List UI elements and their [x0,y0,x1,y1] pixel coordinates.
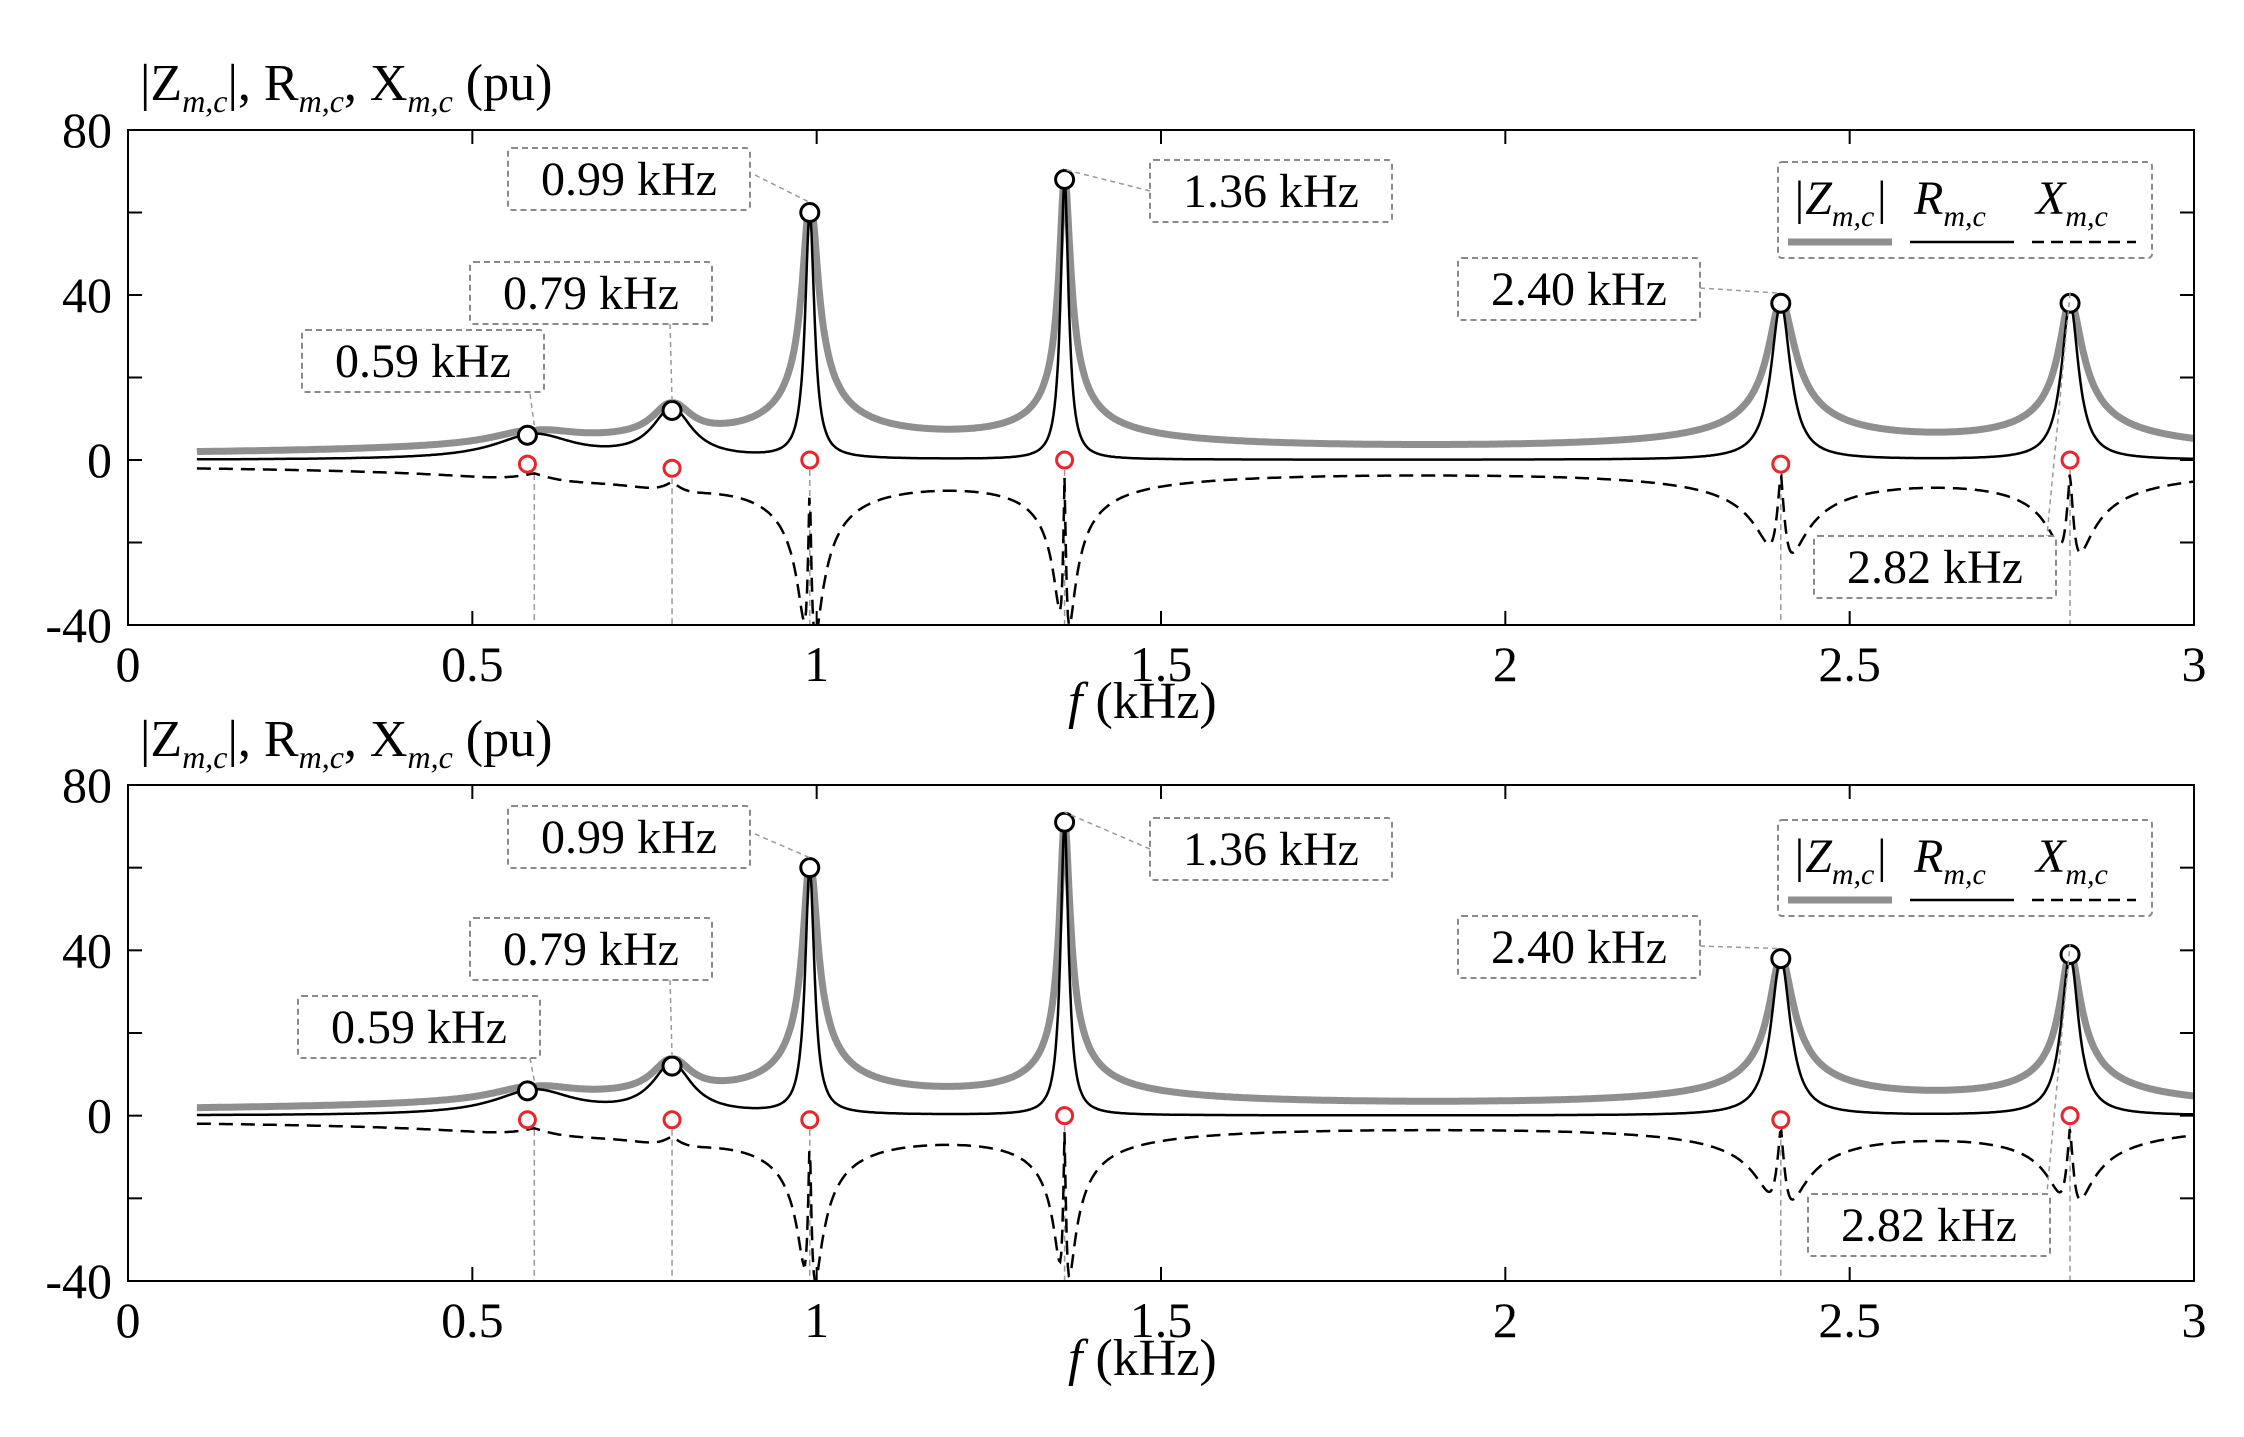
callout-box [1457,915,1701,979]
resonance-label: 0.59 kHz [331,1001,507,1054]
peak-marker [516,424,538,446]
callout-box [1807,1193,2051,1257]
resonance-label: 2.82 kHz [1841,1199,2017,1252]
callout-box [1813,535,2057,599]
callout-leader [2043,293,2071,568]
peak-marker [2059,943,2081,965]
zero-crossing-marker [800,450,820,470]
x-tick-label: 1 [804,636,829,692]
zero-crossing-marker [662,1110,682,1130]
y-tick-label: -40 [45,597,112,653]
resonance-label: 2.40 kHz [1491,921,1667,974]
callout-leader [1699,287,1781,294]
y-axis-title: |Zm,c|, Rm,c, Xm,c (pu) [140,711,552,775]
x-tick-label: 3 [2182,1292,2207,1348]
peak-marker [516,1080,538,1102]
callout-leader [529,393,536,426]
legend-label: Xm,c [2034,172,2108,233]
zero-crossing-marker [662,458,682,478]
y-tick-label: 80 [62,102,112,158]
y-tick-label: 40 [62,922,112,978]
x-tick-label: 0.5 [441,1292,504,1348]
callout-box [1149,817,1393,881]
peak-marker [661,400,683,421]
y-tick-label: 80 [62,757,112,813]
callout-box [1149,159,1393,223]
y-tick-label: 0 [87,432,112,488]
callout-leader [754,174,811,204]
peak-marker [799,202,821,223]
callout-box [507,805,751,869]
x-tick-label: 2.5 [1818,1292,1881,1348]
x-tick-label: 0 [116,636,141,692]
bottom-panel: |Zm,c|, Rm,c, Xm,c (pu) 0.59 kHz 0.79 kHz… [45,711,2206,1387]
callout-box [1457,257,1701,321]
legend-label: |Zm,c| [1792,830,1888,891]
x-tick-label: 1.5 [1130,636,1193,692]
series-line-xmc [196,1122,2194,1281]
x-tick-label: 3 [2182,636,2207,692]
peak-marker [1054,169,1076,190]
callout-leader [529,1057,536,1082]
series-line-xmc [196,467,2194,625]
peak-marker [1770,948,1792,970]
zero-crossing-marker [2060,450,2080,470]
resonance-label: 0.59 kHz [335,335,511,388]
x-tick-label: 0.5 [441,636,504,692]
callout-leader [1699,945,1781,950]
resonance-label: 2.82 kHz [1847,541,2023,594]
callout-leader [754,833,811,859]
legend-label: Rm,c [1913,830,1986,891]
callout-box [507,147,751,211]
zero-crossing-marker [517,454,537,474]
zero-crossing-marker [1771,454,1791,474]
legend-box [1777,819,2153,917]
callout-box [469,261,713,325]
resonance-label: 1.36 kHz [1183,823,1359,876]
peak-marker [661,1055,683,1077]
zero-crossing-marker [2060,1106,2080,1126]
callout-box [469,917,713,981]
peak-marker [1054,811,1076,833]
resonance-label: 0.99 kHz [541,153,717,206]
zero-crossing-marker [1055,450,1075,470]
zero-crossing-marker [800,1110,820,1130]
resonance-label: 0.99 kHz [541,811,717,864]
x-tick-label: 2.5 [1818,636,1881,692]
x-tick-label: 1 [804,1292,829,1348]
callout-box [297,995,541,1059]
callout-leader [669,979,673,1057]
callout-leader [1064,168,1151,192]
x-tick-label: 2 [1493,1292,1518,1348]
zero-crossing-marker [517,1110,537,1130]
x-tick-label: 0 [116,1292,141,1348]
y-tick-label: -40 [45,1253,112,1309]
y-tick-label: 40 [62,267,112,323]
legend-label: Xm,c [2034,830,2108,891]
x-axis-title: f (kHz) [1068,1330,1217,1387]
resonance-label: 0.79 kHz [503,267,679,320]
peak-marker [1770,292,1792,314]
legend-label: Rm,c [1913,172,1986,233]
zero-crossing-marker [1055,1106,1075,1126]
x-tick-label: 2 [1493,636,1518,692]
resonance-label: 1.36 kHz [1183,165,1359,218]
callout-box [301,329,545,393]
resonance-label: 2.40 kHz [1491,263,1667,316]
legend-box [1777,161,2153,259]
legend-label: |Zm,c| [1792,172,1888,233]
top-panel: |Zm,c|, Rm,c, Xm,c (pu) 0.59 kHz 0.79 kHz… [45,55,2206,730]
x-tick-label: 1.5 [1130,1292,1193,1348]
callout-leader [2043,944,2071,1226]
zero-crossing-marker [1771,1110,1791,1130]
resonance-label: 0.79 kHz [503,923,679,976]
x-axis-title: f (kHz) [1068,673,1217,730]
callout-leader [1064,811,1151,850]
y-axis-title: |Zm,c|, Rm,c, Xm,c (pu) [140,55,552,119]
peak-marker [799,857,821,879]
y-tick-label: 0 [87,1088,112,1144]
callout-leader [669,323,673,401]
